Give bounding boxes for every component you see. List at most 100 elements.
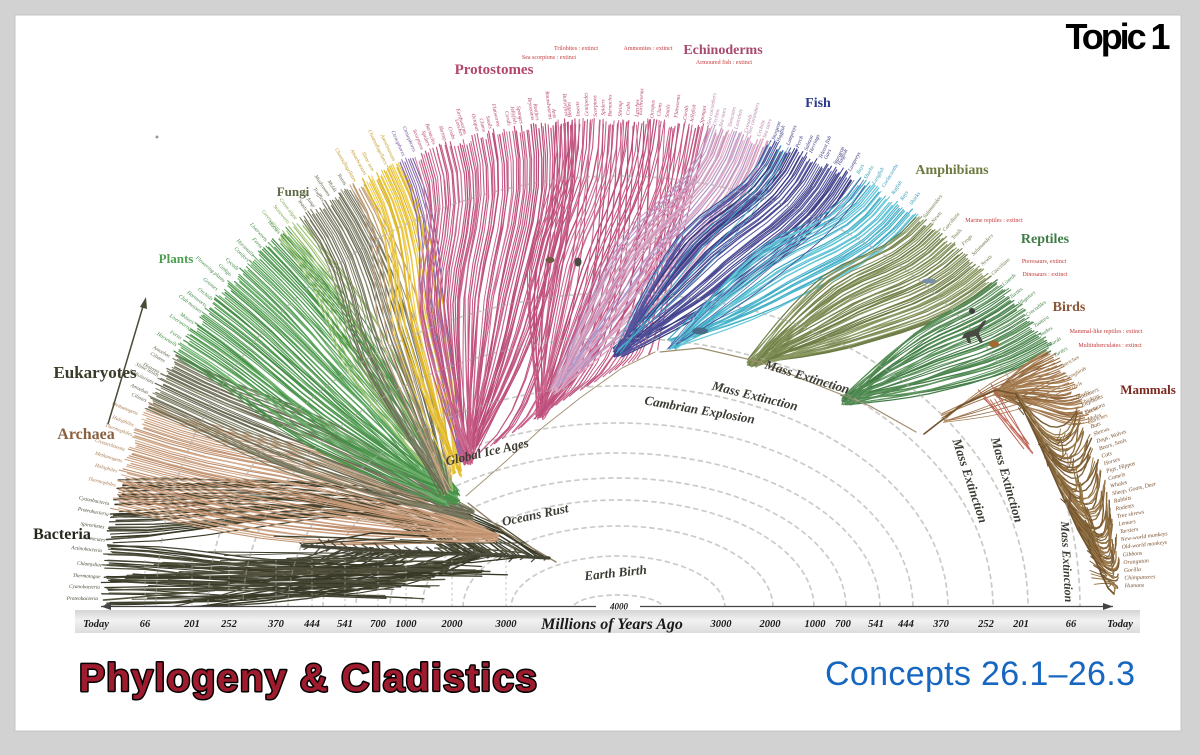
- svg-text:Spirochetes: Spirochetes: [80, 521, 105, 531]
- svg-text:Sponges: Sponges: [515, 106, 524, 125]
- svg-text:Lemurs: Lemurs: [1117, 519, 1137, 528]
- svg-text:Amphibians: Amphibians: [915, 163, 989, 178]
- svg-text:3000: 3000: [710, 619, 733, 630]
- svg-text:Tarsiers: Tarsiers: [1119, 527, 1139, 536]
- svg-text:Earth Birth: Earth Birth: [583, 562, 648, 584]
- svg-text:Salmon: Salmon: [803, 134, 815, 152]
- svg-text:Firmicutes: Firmicutes: [81, 535, 105, 544]
- svg-text:Sponges: Sponges: [699, 105, 708, 124]
- svg-text:Earthworms: Earthworms: [638, 88, 646, 116]
- svg-text:Ammonites : extinct: Ammonites : extinct: [624, 46, 673, 52]
- svg-text:Gorilla: Gorilla: [1124, 567, 1142, 574]
- svg-text:444: 444: [897, 619, 914, 630]
- svg-text:Multituberculates : extinct: Multituberculates : extinct: [1078, 343, 1142, 349]
- svg-text:201: 201: [1012, 619, 1029, 630]
- svg-text:Insects: Insects: [575, 101, 582, 117]
- svg-text:Millions of Years Ago: Millions of Years Ago: [540, 616, 683, 633]
- svg-text:Clams: Clams: [477, 118, 486, 133]
- svg-text:Actinobacteria: Actinobacteria: [70, 545, 103, 554]
- svg-text:252: 252: [220, 619, 238, 630]
- svg-text:Crabs: Crabs: [446, 126, 456, 140]
- svg-text:444: 444: [303, 619, 320, 630]
- svg-text:Archaea: Archaea: [57, 426, 114, 443]
- svg-text:Shrimp: Shrimp: [618, 101, 624, 117]
- svg-text:Snails: Snails: [484, 115, 493, 129]
- svg-text:Camels: Camels: [1108, 472, 1127, 482]
- svg-text:Rays: Rays: [899, 190, 910, 203]
- svg-text:Moles: Moles: [1086, 412, 1103, 423]
- svg-text:Leeches: Leeches: [453, 117, 464, 136]
- svg-text:Scorpions: Scorpions: [592, 95, 599, 117]
- svg-text:Sea stars: Sea stars: [762, 118, 774, 139]
- svg-text:Corals: Corals: [503, 111, 512, 127]
- svg-text:Gibbons: Gibbons: [1122, 551, 1143, 559]
- svg-text:201: 201: [183, 619, 200, 630]
- svg-text:Humans: Humans: [1124, 583, 1145, 590]
- svg-text:Plants: Plants: [159, 251, 194, 266]
- svg-text:252: 252: [977, 619, 995, 630]
- svg-text:Marine reptiles : extinct: Marine reptiles : extinct: [965, 218, 1023, 224]
- svg-text:Chimpanzees: Chimpanzees: [1124, 574, 1156, 581]
- svg-text:Sturgeon: Sturgeon: [771, 120, 783, 140]
- svg-text:Jellyfish: Jellyfish: [688, 104, 698, 123]
- svg-text:541: 541: [868, 619, 884, 630]
- svg-text:Crinoids: Crinoids: [743, 114, 754, 134]
- svg-text:Urchins: Urchins: [756, 119, 767, 137]
- svg-text:Urchins: Urchins: [712, 109, 721, 127]
- svg-text:Rotifers: Rotifers: [531, 102, 541, 121]
- svg-text:Shrimp: Shrimp: [437, 125, 448, 142]
- svg-text:Topic 1: Topic 1: [1066, 16, 1171, 57]
- svg-text:Phylogeny & Cladistics: Phylogeny & Cladistics: [79, 657, 537, 700]
- svg-text:Octopus: Octopus: [470, 113, 481, 132]
- svg-text:Shrews: Shrews: [1093, 426, 1111, 438]
- svg-text:3000: 3000: [495, 619, 518, 630]
- svg-text:Concepts 26.1–26.3: Concepts 26.1–26.3: [825, 655, 1135, 693]
- svg-text:Clams: Clams: [656, 102, 663, 116]
- svg-text:Octopus: Octopus: [649, 100, 656, 118]
- svg-text:541: 541: [337, 619, 353, 630]
- svg-text:Owls: Owls: [1071, 381, 1084, 391]
- svg-text:2000: 2000: [441, 619, 464, 630]
- svg-text:Thermotogae: Thermotogae: [73, 573, 102, 580]
- svg-text:Flatworms: Flatworms: [490, 102, 501, 127]
- svg-text:Proteobacteria: Proteobacteria: [76, 506, 109, 518]
- svg-text:Chlamydiae: Chlamydiae: [77, 561, 103, 569]
- svg-text:Rays: Rays: [855, 163, 866, 176]
- svg-text:Spiders: Spiders: [600, 99, 606, 115]
- svg-text:Ants: Ants: [550, 107, 557, 118]
- svg-text:Trilobites : extinct: Trilobites : extinct: [554, 46, 598, 52]
- svg-text:66: 66: [1066, 619, 1077, 630]
- svg-text:Crabs: Crabs: [626, 102, 632, 115]
- svg-text:Horses: Horses: [1102, 457, 1121, 468]
- svg-text:Centipedes: Centipedes: [583, 92, 590, 116]
- svg-text:Barnacles: Barnacles: [608, 95, 614, 117]
- svg-text:Eukaryotes: Eukaryotes: [53, 363, 137, 382]
- svg-text:Armoured fish : extinct: Armoured fish : extinct: [696, 59, 752, 66]
- svg-text:Yeasts: Yeasts: [336, 173, 348, 187]
- svg-text:Pterosaurs, extinct: Pterosaurs, extinct: [1022, 259, 1067, 265]
- svg-text:Jellyfish: Jellyfish: [508, 105, 518, 124]
- svg-text:Cats: Cats: [1101, 451, 1114, 460]
- svg-text:Orangutan: Orangutan: [1123, 558, 1149, 566]
- svg-text:370: 370: [932, 619, 950, 630]
- svg-text:Old-world monkeys: Old-world monkeys: [1121, 540, 1168, 551]
- svg-text:Roundworms: Roundworms: [543, 90, 553, 120]
- svg-text:1000: 1000: [396, 619, 418, 630]
- svg-text:66: 66: [140, 619, 151, 630]
- svg-text:Perch: Perch: [795, 135, 806, 150]
- svg-text:700: 700: [835, 619, 852, 630]
- svg-text:Sea stars: Sea stars: [718, 107, 728, 127]
- svg-text:Rodents: Rodents: [1114, 503, 1135, 513]
- svg-text:Cyanobacteria: Cyanobacteria: [69, 584, 100, 591]
- svg-text:Fish: Fish: [805, 96, 831, 111]
- svg-text:Proteobacteria: Proteobacteria: [66, 596, 99, 602]
- svg-text:Beetles: Beetles: [566, 102, 573, 118]
- svg-text:Today: Today: [1107, 619, 1133, 630]
- svg-text:4000: 4000: [609, 602, 629, 612]
- svg-text:Mammal-like reptiles : extinct: Mammal-like reptiles : extinct: [1070, 329, 1143, 335]
- svg-text:2000: 2000: [759, 619, 782, 630]
- svg-text:Rabbits: Rabbits: [1113, 495, 1133, 505]
- svg-text:Lancelets: Lancelets: [733, 109, 744, 131]
- svg-text:Corals: Corals: [682, 105, 690, 120]
- svg-text:370: 370: [267, 619, 285, 630]
